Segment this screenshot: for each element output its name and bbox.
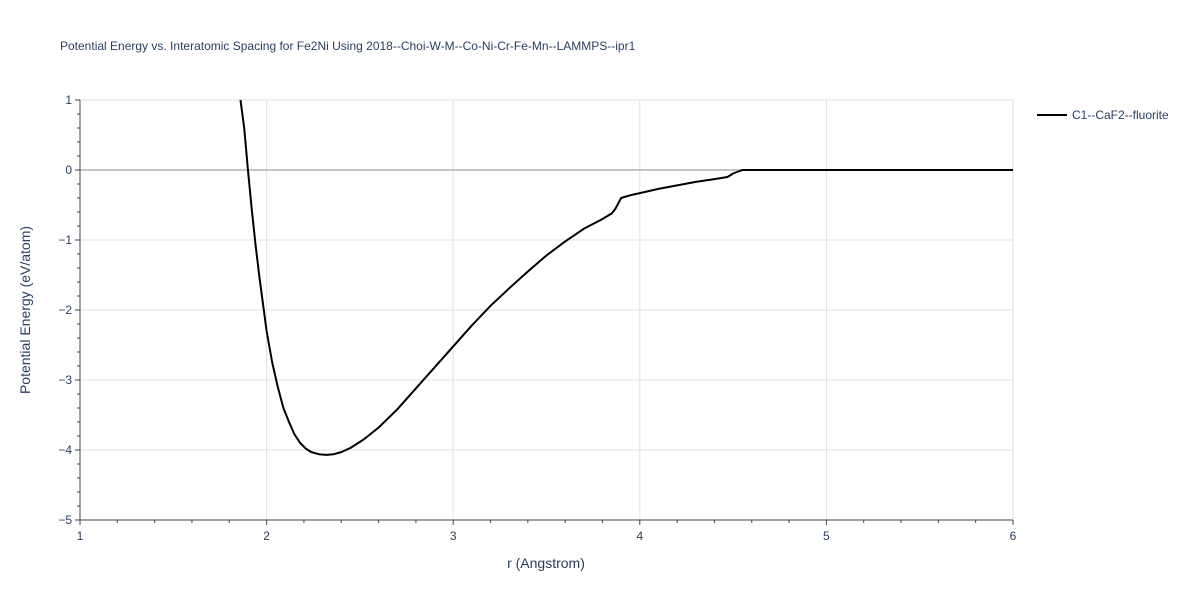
y-tick-label: −2 — [58, 303, 72, 317]
series-line-0 — [239, 99, 1013, 456]
y-tick-label: −3 — [58, 373, 72, 387]
x-tick-label: 2 — [263, 529, 270, 543]
series-layer — [239, 99, 1013, 456]
x-tick-label: 1 — [77, 529, 84, 543]
x-tick-label: 5 — [823, 529, 830, 543]
x-axis-title: r (Angstrom) — [507, 555, 585, 571]
axis-layer: 1 2 3 4 5 6 1 0 −1 −2 −3 −4 −5 — [58, 93, 1016, 543]
x-tick-label: 6 — [1010, 529, 1017, 543]
y-tick-label: 0 — [65, 163, 72, 177]
legend[interactable]: C1--CaF2--fluorite — [1037, 108, 1169, 122]
legend-item-0[interactable]: C1--CaF2--fluorite — [1037, 108, 1169, 122]
chart-title: Potential Energy vs. Interatomic Spacing… — [60, 39, 636, 53]
x-tick-label: 3 — [450, 529, 457, 543]
x-tick-label: 4 — [636, 529, 643, 543]
y-tick-label: −1 — [58, 233, 72, 247]
y-tick-label: 1 — [65, 93, 72, 107]
grid-layer — [80, 99, 1014, 520]
y-tick-label: −4 — [58, 443, 72, 457]
legend-label: C1--CaF2--fluorite — [1072, 108, 1169, 122]
y-tick-label: −5 — [58, 513, 72, 527]
y-axis-title: Potential Energy (eV/atom) — [17, 226, 33, 394]
